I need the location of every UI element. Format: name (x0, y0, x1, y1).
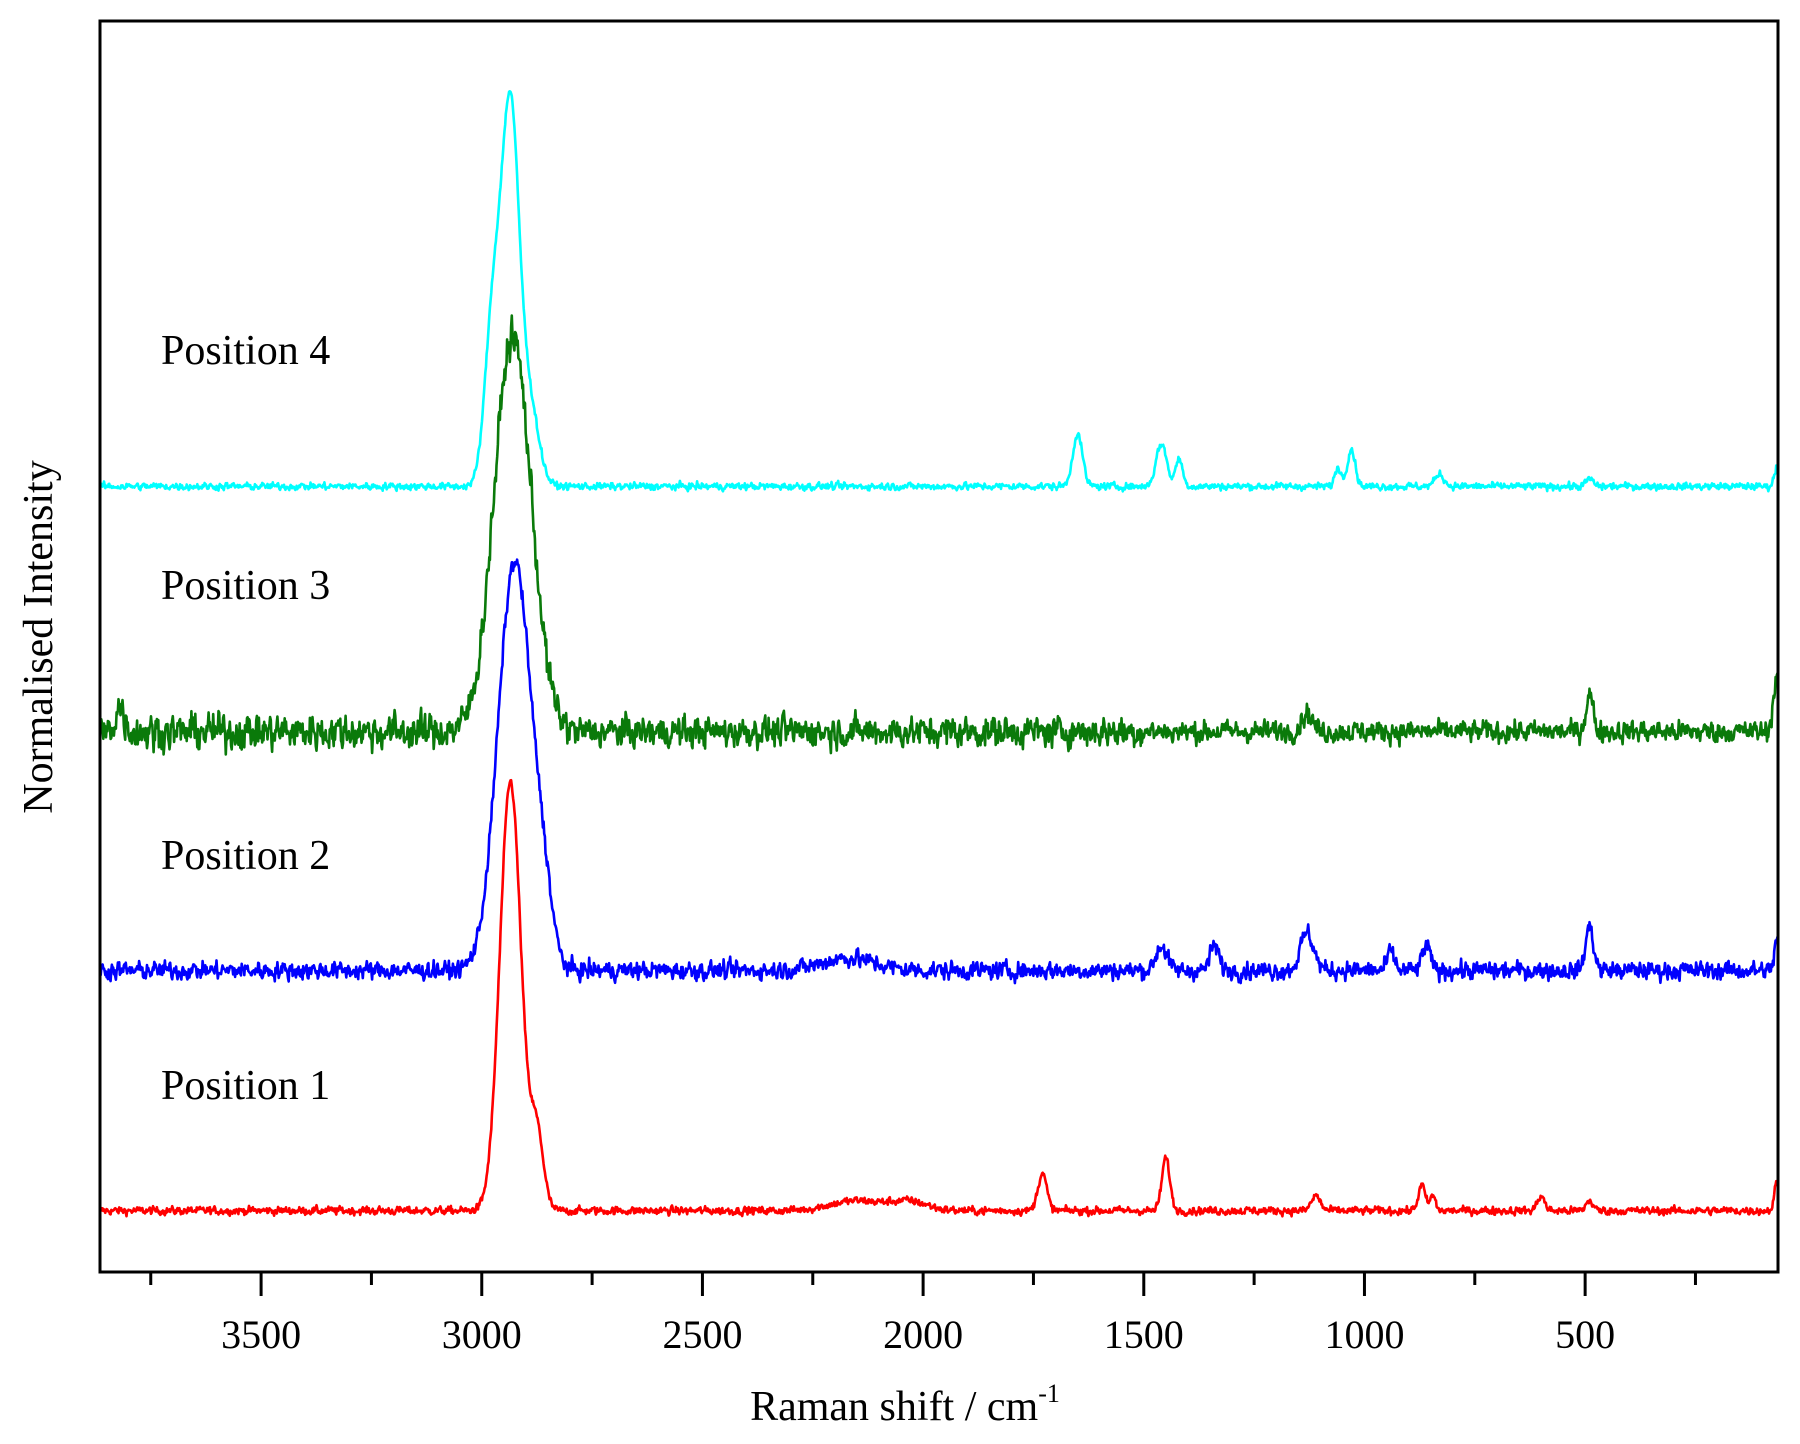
series-label: Position 1 (161, 1063, 330, 1109)
series-line-position-3 (98, 314, 1779, 756)
x-axis-label: Raman shift / cm-1 (750, 1379, 1060, 1430)
series-line-position-1 (99, 778, 1779, 1218)
x-tick-label: 3500 (221, 1312, 301, 1357)
x-axis-ticks: 3500 3000 2500 2000 1500 1000 500 (149, 1272, 1697, 1357)
x-tick-label: 2000 (883, 1312, 963, 1357)
plot-frame (98, 19, 1780, 1274)
x-axis-label-superscript: -1 (1038, 1379, 1060, 1408)
y-axis-label: Normalised Intensity (16, 460, 62, 813)
series-layer (98, 90, 1779, 1218)
series-line-position-4 (98, 90, 1779, 493)
series-label: Position 2 (161, 833, 330, 879)
series-line-position-2 (99, 558, 1779, 985)
series-labels: Position 1 Position 2 Position 3 Position 4 (161, 328, 330, 1109)
x-tick-label: 1000 (1324, 1312, 1404, 1357)
x-tick-label: 3000 (442, 1312, 522, 1357)
x-tick-label: 500 (1555, 1312, 1615, 1357)
x-tick-label: 2500 (662, 1312, 742, 1357)
series-label: Position 3 (161, 563, 330, 609)
series-label: Position 4 (161, 328, 330, 374)
x-tick-label: 1500 (1104, 1312, 1184, 1357)
